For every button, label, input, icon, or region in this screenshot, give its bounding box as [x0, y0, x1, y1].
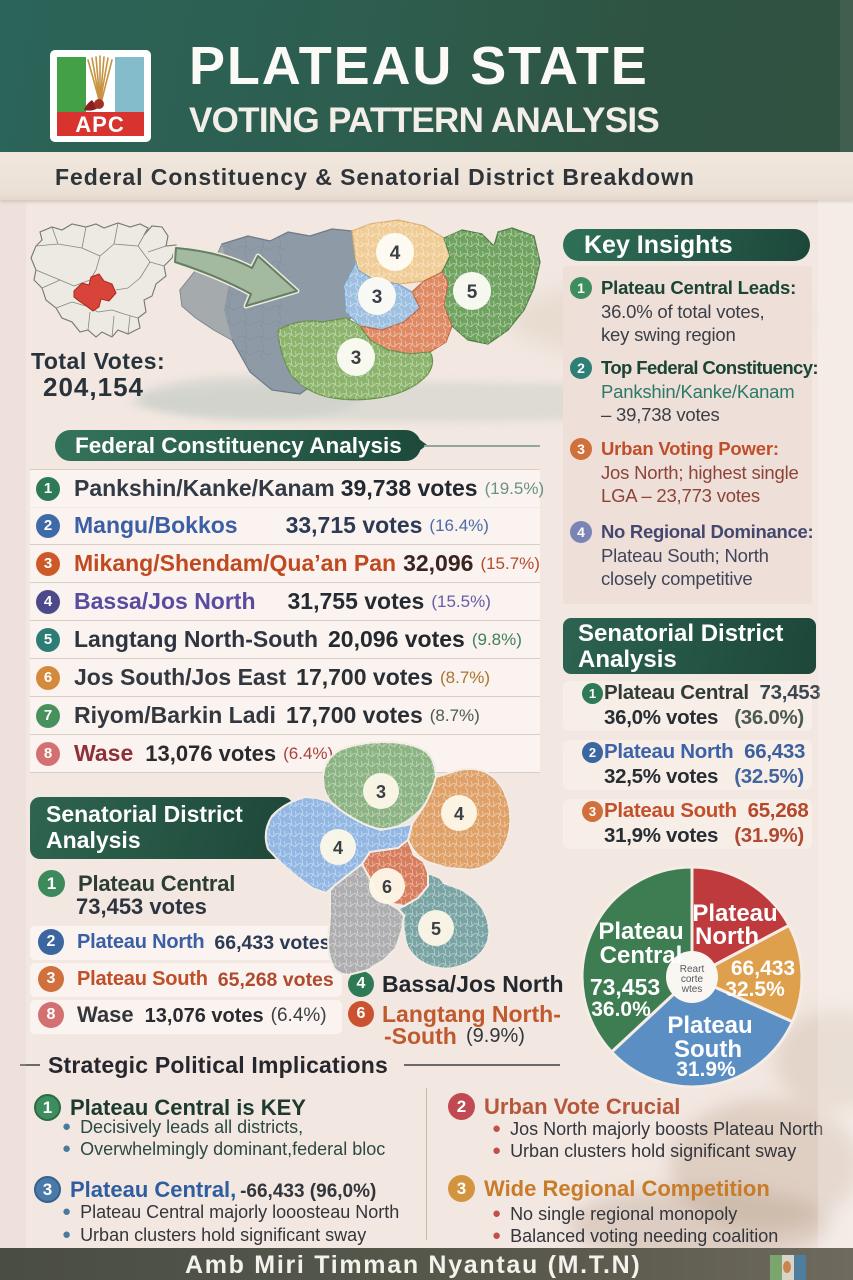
svg-text:Plateau: Plateau — [598, 918, 683, 945]
svg-text:3: 3 — [351, 348, 362, 369]
svg-text:Reart: Reart — [680, 964, 705, 975]
svg-text:31.9%: 31.9% — [676, 1058, 736, 1081]
svg-text:Central: Central — [600, 942, 683, 969]
svg-text:3: 3 — [376, 782, 386, 802]
svg-text:North: North — [695, 923, 759, 950]
svg-text:APC: APC — [75, 112, 124, 137]
svg-text:Plateau: Plateau — [667, 1012, 752, 1039]
svg-text:5: 5 — [431, 919, 441, 939]
svg-text:4: 4 — [390, 243, 401, 264]
svg-text:wtes: wtes — [681, 984, 703, 995]
svg-text:3: 3 — [372, 287, 383, 308]
svg-text:Plateau: Plateau — [692, 900, 777, 927]
svg-text:73,453: 73,453 — [590, 974, 660, 1000]
svg-text:66,433: 66,433 — [731, 957, 795, 980]
svg-text:4: 4 — [454, 804, 464, 824]
svg-text:36.0%: 36.0% — [591, 998, 651, 1021]
svg-text:32.5%: 32.5% — [725, 978, 785, 1001]
svg-text:5: 5 — [467, 282, 478, 303]
svg-text:4: 4 — [333, 838, 343, 858]
svg-text:corte: corte — [681, 974, 704, 985]
svg-text:South: South — [674, 1036, 742, 1063]
svg-text:6: 6 — [382, 877, 392, 897]
